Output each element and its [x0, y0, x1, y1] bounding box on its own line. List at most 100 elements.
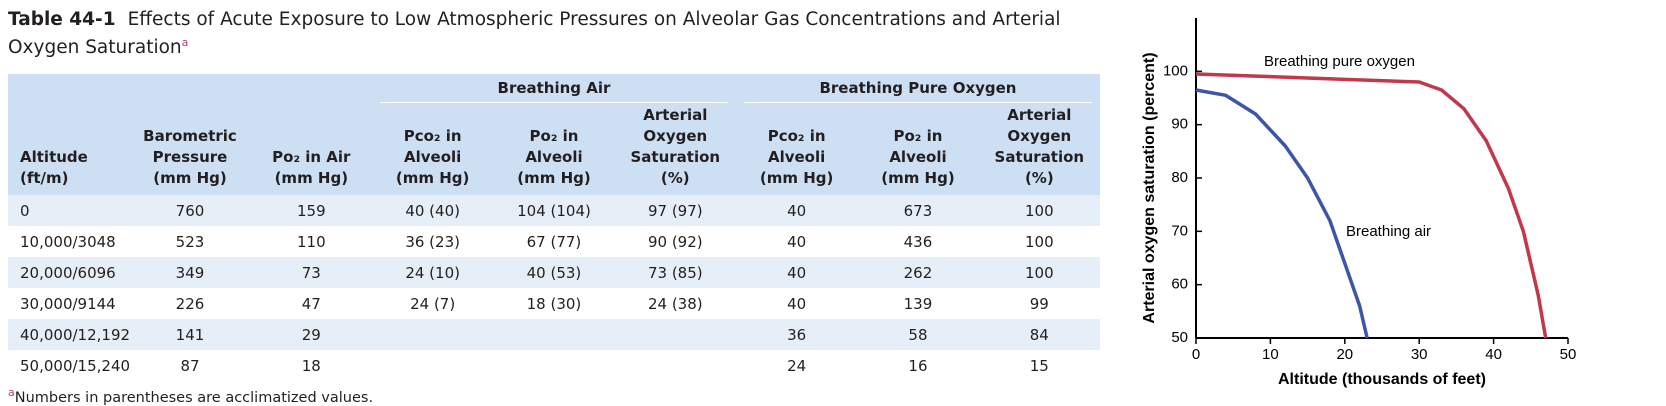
column-header: Barometric Pressure (mm Hg): [129, 105, 251, 196]
table-cell: 40: [735, 257, 858, 289]
table-cell: 36 (23): [371, 226, 494, 258]
table-cell: 673: [857, 195, 979, 227]
table-cell: 100: [978, 257, 1100, 289]
table-row: 20,000/6096 349 73 24 (10) 40 (53) 73 (85) 40 2…: [8, 257, 1100, 289]
column-header-line: Pressure: [152, 148, 228, 167]
table-cell: 110: [250, 226, 372, 258]
table-cell: 18: [250, 350, 372, 382]
group-header-row: Breathing Air Breathing Pure Oxygen: [8, 74, 1100, 106]
group-header: Breathing Air: [371, 74, 736, 106]
footnote-marker: a: [181, 36, 189, 49]
table-title: Table 44-1 Effects of Acute Exposure to L…: [8, 8, 1068, 59]
column-header-line: (mm Hg): [153, 169, 227, 188]
column-header-line: Po₂ in Air: [272, 148, 351, 167]
table-cell: 73: [250, 257, 372, 289]
table-body: 0 760 159 40 (40) 104 (104) 97 (97) 40 673 100 10…: [8, 195, 1100, 382]
column-header: Po₂ in Alveoli (mm Hg): [857, 105, 979, 196]
y-tick-label: 50: [1171, 329, 1188, 346]
table-cell: 24 (38): [614, 288, 736, 320]
footnote: aNumbers in parentheses are acclimatized…: [8, 386, 1100, 406]
table-cell: 15: [978, 350, 1100, 382]
table-cell: 40,000/12,192: [8, 319, 130, 351]
column-header-line: Altitude: [20, 148, 88, 167]
table-document: Table 44-1 Effects of Acute Exposure to L…: [8, 8, 1100, 406]
column-header-line: Oxygen: [1007, 127, 1072, 146]
x-tick-label: 20: [1336, 346, 1353, 363]
table-cell: 24 (7): [371, 288, 494, 320]
table-cell: 40 (53): [493, 257, 615, 289]
column-header-line: (mm Hg): [881, 169, 955, 188]
y-tick-label: 60: [1171, 276, 1188, 293]
table-cell: [614, 350, 736, 382]
table-cell: 436: [857, 226, 979, 258]
x-tick-label: 50: [1560, 346, 1577, 363]
table-cell: 97 (97): [614, 195, 736, 227]
table-cell: 226: [129, 288, 251, 320]
table-cell: 84: [978, 319, 1100, 351]
table-cell: 24: [735, 350, 858, 382]
table-cell: [493, 319, 615, 351]
series-line: [1195, 88, 1369, 339]
x-tick-label: 30: [1411, 346, 1428, 363]
column-header: Pco₂ in Alveoli (mm Hg): [371, 105, 494, 196]
column-header-line: Alveoli: [767, 148, 826, 167]
column-header-line: Pco₂ in: [403, 127, 462, 146]
group-header-text: Breathing Air: [379, 78, 728, 104]
table-cell: 40: [735, 226, 858, 258]
footnote-marker: a: [8, 386, 15, 400]
table-cell: [371, 319, 494, 351]
y-tick-label: 90: [1171, 116, 1188, 133]
column-header-line: Oxygen: [643, 127, 708, 146]
table-cell: 30,000/9144: [8, 288, 130, 320]
table-cell: 58: [857, 319, 979, 351]
column-header-line: Barometric: [143, 127, 237, 146]
table-cell: [493, 350, 615, 382]
table-cell: 100: [978, 226, 1100, 258]
table-cell: 24 (10): [371, 257, 494, 289]
x-axis-label: Altitude (thousands of feet): [1278, 371, 1486, 388]
column-header-row: Altitude (ft/m) Barometric Pressure (mm Hg) P…: [8, 105, 1100, 196]
table-cell: 104 (104): [493, 195, 615, 227]
table-cell: 18 (30): [493, 288, 615, 320]
table-cell: 50,000/15,240: [8, 350, 130, 382]
group-header: Breathing Pure Oxygen: [735, 74, 1100, 106]
column-header: Arterial Oxygen Saturation (%): [978, 105, 1100, 196]
table-cell: 99: [978, 288, 1100, 320]
column-header: Altitude (ft/m): [8, 105, 130, 196]
column-header-line: (mm Hg): [395, 169, 470, 188]
group-header-text: Breathing Pure Oxygen: [743, 78, 1092, 104]
blank-header: [8, 74, 372, 106]
table-cell: 40 (40): [371, 195, 494, 227]
table-cell: 16: [857, 350, 979, 382]
series-label: Breathing air: [1346, 223, 1431, 240]
y-tick-label: 80: [1171, 169, 1188, 186]
x-tick-label: 40: [1485, 346, 1502, 363]
table-cell: [614, 319, 736, 351]
table-label: Table 44-1: [8, 9, 116, 30]
column-header-line: (mm Hg): [274, 169, 349, 188]
column-header-line: (mm Hg): [517, 169, 591, 188]
table-row: 30,000/9144 226 47 24 (7) 18 (30) 24 (38) 40 13…: [8, 288, 1100, 320]
column-header-line: Alveoli: [525, 148, 583, 167]
table-row: 0 760 159 40 (40) 104 (104) 97 (97) 40 673 100: [8, 195, 1100, 227]
table-cell: 0: [8, 195, 130, 227]
table-cell: 29: [250, 319, 372, 351]
table-cell: 760: [129, 195, 251, 227]
table-cell: 349: [129, 257, 251, 289]
table-row: 40,000/12,192 141 29 36 58 84: [8, 319, 1100, 351]
x-tick-label: 10: [1262, 346, 1279, 363]
table-cell: 67 (77): [493, 226, 615, 258]
table-cell: 73 (85): [614, 257, 736, 289]
data-table: Breathing Air Breathing Pure Oxygen Alti…: [8, 74, 1100, 382]
y-axis-label: Arterial oxygen saturation (percent): [1141, 52, 1158, 323]
table-cell: 36: [735, 319, 858, 351]
column-header: Po₂ in Alveoli (mm Hg): [493, 105, 615, 196]
table-cell: 141: [129, 319, 251, 351]
column-header-line: (mm Hg): [759, 169, 834, 188]
column-header-line: Alveoli: [889, 148, 947, 167]
column-header: Pco₂ in Alveoli (mm Hg): [735, 105, 858, 196]
table-cell: 90 (92): [614, 226, 736, 258]
column-header-line: Pco₂ in: [767, 127, 826, 146]
column-header-line: Alveoli: [404, 148, 462, 167]
